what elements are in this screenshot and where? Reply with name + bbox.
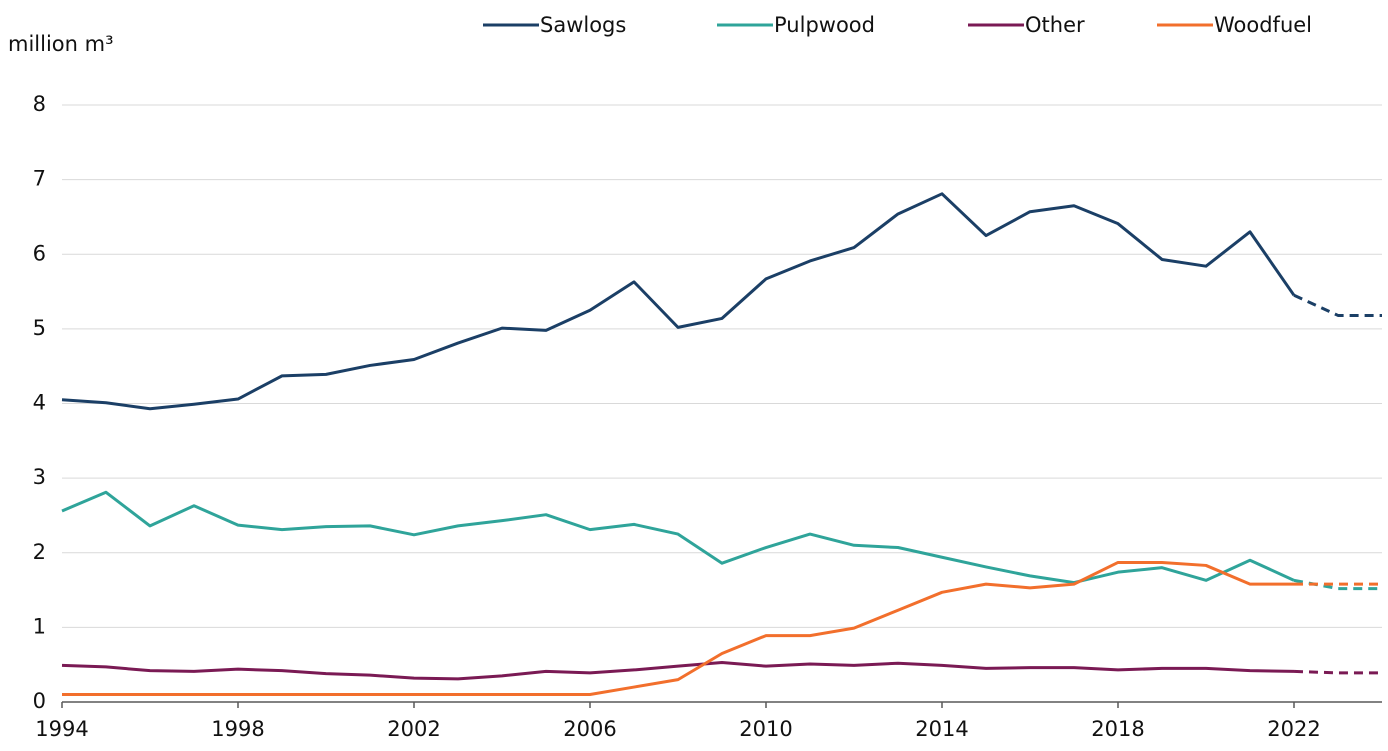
y-tick-label: 2 [33, 540, 46, 564]
series-line-dashed [1293, 578, 1382, 591]
y-axis-label: million m³ [8, 32, 114, 56]
series-line [62, 560, 1294, 697]
x-tick-label: 2022 [1267, 717, 1320, 741]
x-tick-label: 1994 [35, 717, 88, 741]
series-line-dashed [1293, 669, 1382, 675]
legend-label: Sawlogs [540, 13, 626, 37]
series-line [61, 490, 1295, 585]
x-tick-label: 2006 [563, 717, 616, 741]
series-line [61, 192, 1296, 411]
series-line-dashed [1293, 293, 1382, 317]
x-tick-label: 2018 [1091, 717, 1144, 741]
y-tick-label: 6 [33, 241, 46, 265]
y-tick-label: 4 [33, 391, 46, 415]
y-tick-label: 8 [33, 92, 46, 116]
x-tick-label: 1998 [211, 717, 264, 741]
y-tick-label: 1 [33, 614, 46, 638]
legend-label: Pulpwood [774, 13, 875, 37]
legend-label: Woodfuel [1214, 13, 1312, 37]
x-tick-label: 2002 [387, 717, 440, 741]
y-tick-label: 3 [33, 465, 46, 489]
x-tick-label: 2010 [739, 717, 792, 741]
legend-label: Other [1025, 13, 1085, 37]
x-tick-label: 2014 [915, 717, 968, 741]
y-tick-label: 5 [33, 316, 46, 340]
y-tick-label: 7 [33, 167, 46, 191]
y-tick-label: 0 [33, 689, 46, 713]
series-line [61, 660, 1295, 681]
